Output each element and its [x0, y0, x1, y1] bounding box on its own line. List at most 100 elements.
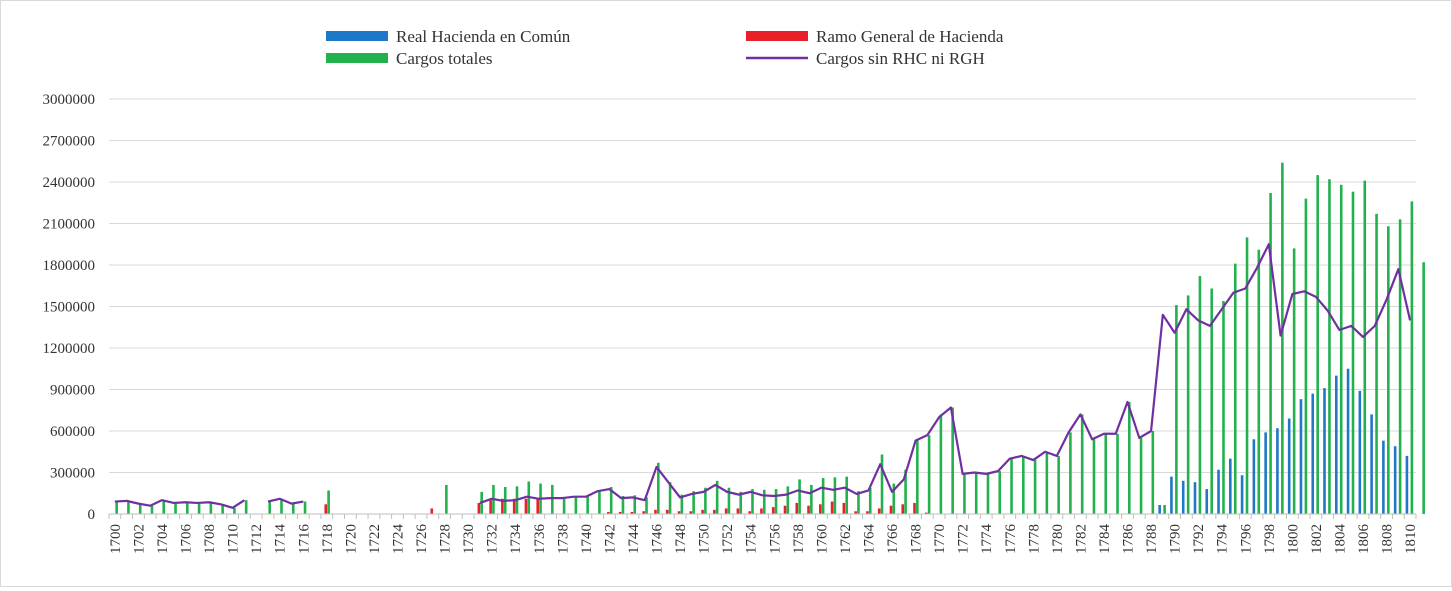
bar-cargos-totales — [774, 489, 778, 514]
x-tick-label: 1722 — [367, 524, 383, 554]
bar-real-hacienda — [1252, 439, 1256, 514]
bar-real-hacienda — [1311, 393, 1315, 514]
x-tick-label: 1706 — [179, 524, 195, 555]
bar-cargos-totales — [1151, 431, 1155, 514]
x-tick-label: 1744 — [626, 524, 642, 555]
bar-cargos-totales — [1363, 180, 1367, 514]
bar-real-hacienda — [1287, 418, 1291, 514]
bar-cargos-totales — [209, 502, 213, 514]
bar-real-hacienda — [1276, 428, 1279, 514]
bar-cargos-totales — [186, 502, 189, 514]
x-tick-label: 1710 — [226, 524, 242, 554]
x-tick-label: 1714 — [273, 523, 289, 554]
bar-cargos-totales — [1080, 414, 1084, 514]
bar-cargos-totales — [221, 504, 224, 514]
bar-cargos-totales — [821, 478, 825, 514]
x-tick-label: 1790 — [1168, 524, 1184, 554]
bar-cargos-totales — [1245, 237, 1249, 515]
bar-cargos-totales — [692, 491, 695, 514]
x-tick-label: 1804 — [1332, 523, 1348, 554]
bar-cargos-totales — [680, 494, 684, 514]
bar-ramo-general — [536, 498, 540, 514]
bar-ramo-general — [689, 511, 693, 514]
y-tick-label: 1500000 — [43, 300, 96, 316]
bar-cargos-totales — [974, 472, 978, 514]
y-tick-label: 3000000 — [43, 92, 96, 108]
x-tick-label: 1764 — [861, 523, 877, 554]
bar-cargos-totales — [798, 479, 801, 514]
x-tick-label: 1798 — [1262, 524, 1278, 554]
bar-ramo-general — [830, 501, 834, 514]
bar-real-hacienda — [1334, 375, 1338, 514]
x-tick-label: 1782 — [1073, 524, 1089, 554]
bar-real-hacienda — [1264, 432, 1267, 514]
bar-cargos-totales — [1422, 262, 1425, 514]
bar-ramo-general — [889, 505, 893, 514]
y-tick-label: 2400000 — [43, 175, 96, 191]
bar-cargos-totales — [562, 498, 566, 514]
y-tick-label: 300000 — [50, 466, 95, 482]
bar-ramo-general — [324, 504, 328, 514]
bar-ramo-general — [901, 504, 905, 514]
y-tick-label: 0 — [88, 507, 96, 523]
bar-cargos-totales — [880, 454, 884, 514]
bar-cargos-totales — [138, 503, 142, 514]
x-tick-label: 1776 — [1003, 523, 1019, 554]
bar-cargos-totales — [951, 407, 954, 514]
bar-ramo-general — [618, 511, 622, 514]
bar-cargos-totales — [668, 482, 672, 514]
bar-cargos-totales — [1375, 213, 1378, 515]
x-tick-label: 1800 — [1285, 524, 1301, 554]
x-tick-label: 1728 — [438, 524, 454, 554]
bar-ramo-general — [924, 512, 928, 514]
bar-cargos-totales — [739, 491, 743, 514]
bar-real-hacienda — [1158, 505, 1161, 514]
bar-cargos-totales — [1139, 437, 1143, 514]
bar-ramo-general — [913, 502, 916, 514]
bar-cargos-totales — [197, 502, 201, 514]
bar-cargos-totales — [1175, 305, 1178, 514]
y-tick-label: 2100000 — [43, 217, 96, 233]
bar-cargos-totales — [1057, 455, 1060, 514]
bar-cargos-totales — [303, 501, 307, 514]
y-tick-labels: 0 300000 600000 900000 1200000 1500000 1800000… — [43, 92, 96, 523]
bar-real-hacienda — [1181, 480, 1185, 514]
bar-ramo-general — [771, 507, 775, 514]
bar-ramo-general — [489, 500, 492, 514]
x-tick-label: 1760 — [814, 524, 830, 554]
bar-cargos-totales — [1351, 191, 1355, 514]
x-tick-label: 1726 — [414, 523, 430, 554]
bar-real-hacienda — [1193, 482, 1197, 514]
legend-swatch-real-hacienda — [326, 31, 388, 41]
x-tick-label: 1778 — [1026, 524, 1042, 554]
bar-cargos-totales — [986, 473, 990, 514]
x-tick-label: 1770 — [932, 524, 948, 554]
bar-cargos-totales — [621, 496, 625, 514]
x-tick-label: 1772 — [956, 524, 972, 554]
bar-ramo-general — [760, 508, 763, 514]
x-tick-label: 1808 — [1380, 524, 1396, 554]
x-axis: 1700 1702 1704 1706 1708 1710 1712 1714 1716 1718… — [108, 513, 1419, 555]
bar-ramo-general — [654, 509, 657, 514]
bar-cargos-totales — [1257, 249, 1261, 515]
x-tick-label: 1740 — [579, 524, 595, 554]
bar-cargos-totales — [586, 496, 589, 514]
bar-cargos-totales — [656, 462, 660, 514]
bar-cargos-totales — [1045, 451, 1049, 514]
bar-cargos-totales — [551, 484, 554, 514]
bar-ramo-general — [748, 511, 751, 514]
bar-cargos-totales — [727, 487, 731, 514]
bar-real-hacienda — [1346, 368, 1350, 514]
x-tick-label: 1736 — [532, 524, 548, 555]
x-tick-label: 1754 — [744, 524, 760, 555]
x-tick-label: 1734 — [508, 524, 524, 555]
bar-ramo-general — [713, 509, 716, 514]
bar-cargos-totales — [127, 500, 130, 514]
bar-ramo-general — [783, 505, 787, 514]
bar-cargos-totales — [1233, 263, 1237, 514]
x-tick-label: 1750 — [697, 524, 713, 554]
bar-cargos-totales — [633, 495, 637, 514]
x-tick-label: 1788 — [1144, 524, 1160, 554]
x-tick-label: 1758 — [791, 524, 807, 554]
